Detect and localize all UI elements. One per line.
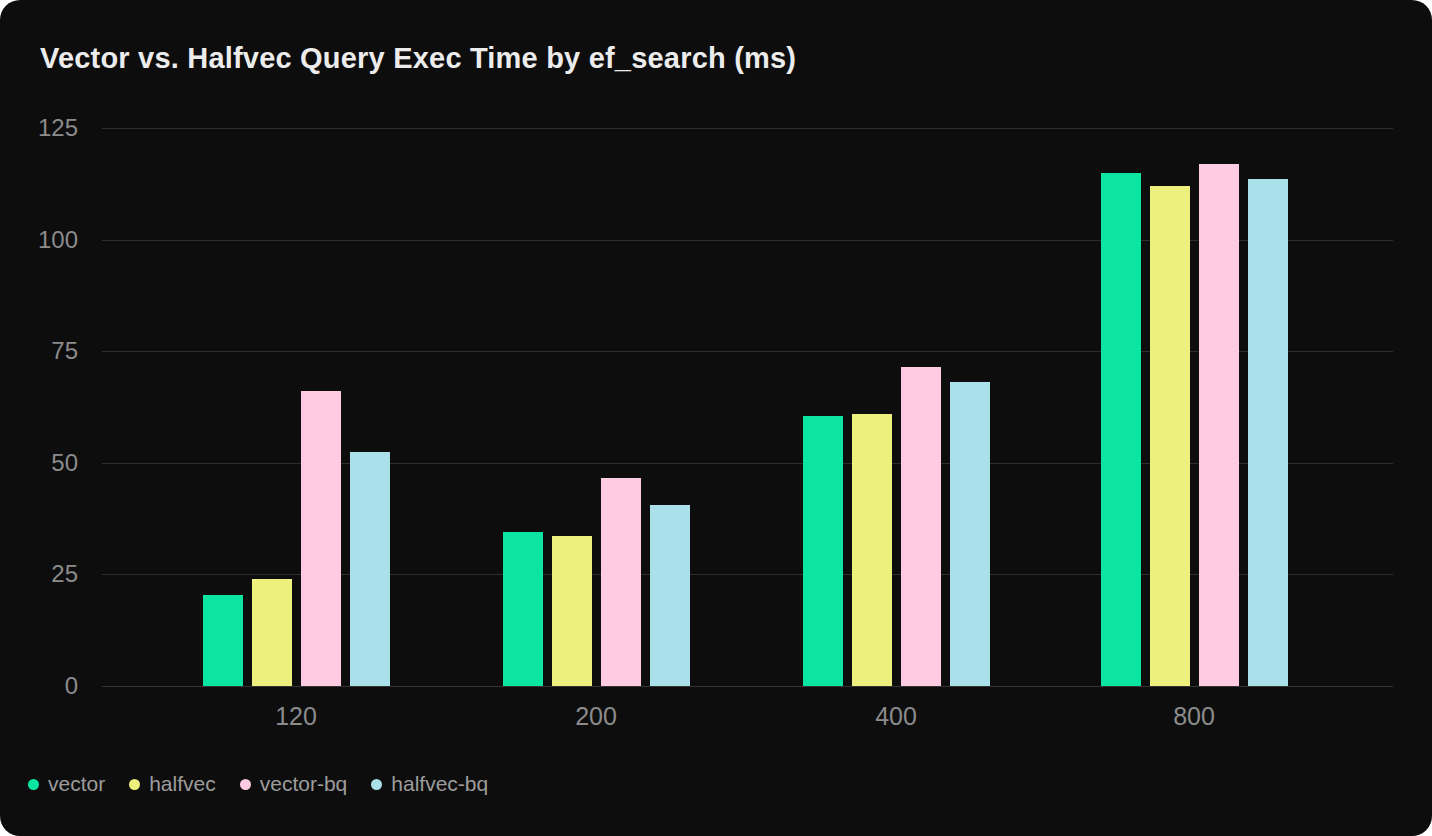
- bar-vector-bq-200[interactable]: [601, 478, 641, 686]
- x-tick-label: 800: [1114, 702, 1274, 731]
- y-tick-label: 0: [0, 673, 78, 699]
- bar-vector-800[interactable]: [1101, 173, 1141, 686]
- legend-dot-halfvec-bq: [371, 779, 382, 790]
- legend-item-halfvec-bq[interactable]: halfvec-bq: [371, 772, 488, 796]
- legend-item-vector[interactable]: vector: [28, 772, 105, 796]
- y-tick-label: 125: [0, 115, 78, 141]
- bar-vector-bq-120[interactable]: [301, 391, 341, 686]
- legend-label: vector-bq: [260, 772, 348, 796]
- y-tick-label: 25: [0, 561, 78, 587]
- bar-halfvec-bq-120[interactable]: [350, 452, 390, 686]
- bar-halfvec-200[interactable]: [552, 536, 592, 686]
- legend-dot-halfvec: [129, 779, 140, 790]
- legend-dot-vector: [28, 779, 39, 790]
- bar-halfvec-bq-200[interactable]: [650, 505, 690, 686]
- y-tick-label: 75: [0, 338, 78, 364]
- y-tick-label: 50: [0, 450, 78, 476]
- bar-halfvec-bq-800[interactable]: [1248, 179, 1288, 686]
- legend-item-vector-bq[interactable]: vector-bq: [240, 772, 348, 796]
- bar-group-200: [503, 128, 690, 686]
- plot-area: 0 25 50 75 100 125 120 200 400 800: [0, 0, 1432, 836]
- bar-halfvec-bq-400[interactable]: [950, 382, 990, 686]
- gridline: [102, 686, 1393, 687]
- legend-label: halfvec-bq: [391, 772, 488, 796]
- bar-vector-400[interactable]: [803, 416, 843, 686]
- bar-group-800: [1101, 128, 1288, 686]
- legend-label: vector: [48, 772, 105, 796]
- x-tick-label: 120: [216, 702, 376, 731]
- x-tick-label: 200: [516, 702, 676, 731]
- x-tick-label: 400: [816, 702, 976, 731]
- bar-group-120: [203, 128, 390, 686]
- legend-dot-vector-bq: [240, 779, 251, 790]
- legend-label: halfvec: [149, 772, 216, 796]
- bar-halfvec-800[interactable]: [1150, 186, 1190, 686]
- bar-vector-200[interactable]: [503, 532, 543, 686]
- chart-card: Vector vs. Halfvec Query Exec Time by ef…: [0, 0, 1432, 836]
- bar-vector-120[interactable]: [203, 595, 243, 687]
- legend: vector halfvec vector-bq halfvec-bq: [28, 770, 488, 798]
- bar-vector-bq-400[interactable]: [901, 367, 941, 686]
- bar-group-400: [803, 128, 990, 686]
- bar-vector-bq-800[interactable]: [1199, 164, 1239, 686]
- bar-halfvec-120[interactable]: [252, 579, 292, 686]
- y-tick-label: 100: [0, 227, 78, 253]
- bar-halfvec-400[interactable]: [852, 414, 892, 686]
- legend-item-halfvec[interactable]: halfvec: [129, 772, 216, 796]
